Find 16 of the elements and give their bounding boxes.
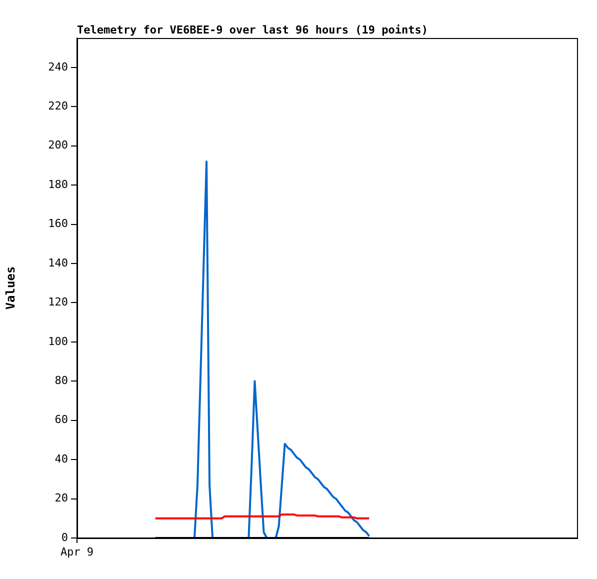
y-tick-label: 140 — [48, 256, 68, 270]
y-tick-label: 40 — [54, 452, 68, 466]
y-tick-label: 20 — [54, 492, 68, 505]
x-tick-label: Apr 9 — [60, 545, 94, 558]
y-tick-label: 180 — [48, 178, 68, 191]
chart-title: Telemetry for VE6BEE-9 over last 96 hours (19 points) — [77, 23, 428, 36]
y-tick-label: 0 — [61, 530, 68, 544]
y-tick-label: 220 — [48, 99, 68, 112]
y-tick-label: 200 — [48, 138, 68, 152]
y-tick-label: 80 — [54, 374, 68, 387]
y-axis-title: Values — [3, 266, 18, 310]
y-tick-label: 120 — [48, 296, 68, 309]
y-tick-label: 100 — [48, 334, 68, 348]
y-tick-label: 60 — [54, 413, 68, 426]
y-tick-label: 240 — [48, 60, 68, 74]
y-tick-label: 160 — [48, 217, 68, 230]
